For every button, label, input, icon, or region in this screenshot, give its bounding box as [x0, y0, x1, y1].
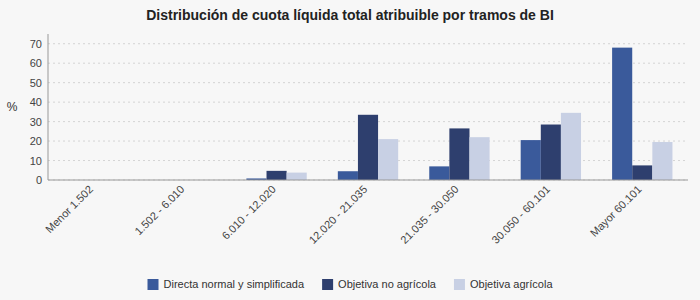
bar: [449, 128, 469, 180]
grid-line: [48, 43, 688, 44]
legend-label: Objetiva agrícola: [470, 278, 553, 290]
x-tick-label: 1.502 - 6.010: [132, 183, 186, 237]
y-tick-label: 50: [30, 77, 42, 89]
bar: [632, 165, 652, 180]
y-tick-label: 40: [30, 96, 42, 108]
bar-series: [267, 115, 653, 180]
y-axis-label: %: [7, 100, 18, 114]
y-axis-line: [48, 34, 49, 180]
chart-title: Distribución de cuota líquida total atri…: [146, 7, 554, 23]
x-tick-label: 21.035 - 30.050: [398, 183, 461, 246]
bar: [521, 140, 541, 180]
legend-item: Objetiva no agrícola: [322, 278, 437, 290]
bar: [429, 166, 449, 180]
legend-item: Objetiva agrícola: [454, 278, 553, 290]
bar: [652, 142, 672, 180]
y-grid: [48, 44, 688, 180]
grid-line: [48, 102, 688, 103]
grid-line: [48, 82, 688, 83]
y-tick-label: 70: [30, 38, 42, 50]
x-tick-label: Menor 1.502: [43, 183, 95, 235]
bar-series: [246, 48, 632, 180]
chart-svg: Distribución de cuota líquida total atri…: [0, 0, 700, 300]
bar-series: [287, 113, 673, 180]
y-tick-label: 20: [30, 135, 42, 147]
legend-swatch: [454, 279, 465, 290]
legend-item: Directa normal y simplificada: [148, 278, 305, 290]
x-tick-label: 12.020 - 21.035: [306, 183, 369, 246]
bar: [378, 139, 398, 180]
y-tick-label: 30: [30, 116, 42, 128]
bar: [612, 48, 632, 180]
legend-swatch: [148, 279, 159, 290]
y-tick-label: 10: [30, 155, 42, 167]
bars: [246, 48, 672, 180]
x-axis-line: [48, 180, 688, 181]
bar: [338, 171, 358, 180]
bar: [541, 125, 561, 180]
grid-line: [48, 63, 688, 64]
bar: [358, 115, 378, 180]
legend-label: Objetiva no agrícola: [338, 278, 437, 290]
bar: [561, 113, 581, 180]
bar: [287, 173, 307, 180]
bar: [469, 137, 489, 180]
legend-swatch: [322, 279, 333, 290]
legend-label: Directa normal y simplificada: [164, 278, 305, 290]
x-tick-label: 30.050 - 60.101: [489, 183, 552, 246]
chart-container: Distribución de cuota líquida total atri…: [0, 0, 700, 300]
x-tick-label: 6.010 - 12.020: [219, 183, 278, 242]
y-tick-label: 60: [30, 57, 42, 69]
legend: Directa normal y simplificada Objetiva no…: [148, 278, 554, 290]
grid-line: [48, 180, 688, 181]
y-tick-label: 0: [36, 174, 42, 186]
bar: [267, 171, 287, 180]
x-tick-label: Mayor 60.101: [588, 183, 644, 239]
